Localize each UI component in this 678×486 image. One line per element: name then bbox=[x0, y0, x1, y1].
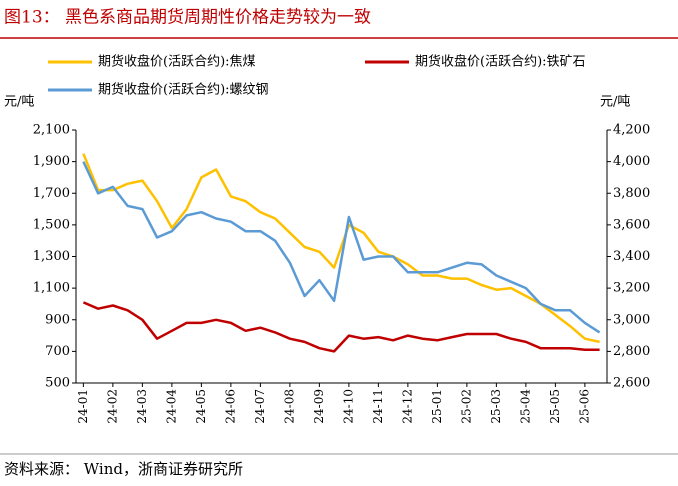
x-tick-label: 24-10 bbox=[341, 389, 355, 424]
legend-label: 期货收盘价(活跃合约):螺纹钢 bbox=[98, 82, 269, 98]
y2-tick-label: 3,200 bbox=[613, 281, 650, 296]
source: 资料来源： Wind，浙商证券研究所 bbox=[4, 460, 243, 478]
x-tick-label: 24-02 bbox=[105, 389, 119, 424]
legend-label: 期货收盘价(活跃合约):铁矿石 bbox=[415, 54, 586, 70]
series-line bbox=[82, 161, 601, 334]
y-unit: 元/吨 bbox=[4, 95, 34, 110]
y-tick-label: 1,300 bbox=[33, 249, 70, 264]
x-tick-label: 25-06 bbox=[577, 389, 591, 424]
y2-tick-label: 2,800 bbox=[613, 344, 650, 359]
x-tick-label: 24-07 bbox=[253, 389, 267, 424]
y2-tick-label: 4,000 bbox=[613, 154, 650, 169]
y2-tick-label: 3,000 bbox=[613, 312, 650, 327]
x-tick-label: 24-11 bbox=[371, 389, 385, 424]
y-tick-label: 700 bbox=[45, 344, 70, 359]
x-tick-label: 24-12 bbox=[400, 389, 414, 424]
legend-label: 期货收盘价(活跃合约):焦煤 bbox=[98, 54, 256, 70]
x-tick-label: 24-03 bbox=[135, 389, 149, 424]
chart-title: 图13： 黑色系商品期货周期性价格走势较为一致 bbox=[4, 8, 371, 28]
y2-tick-label: 3,600 bbox=[613, 217, 650, 232]
x-tick-label: 25-05 bbox=[548, 389, 562, 424]
y-tick-label: 1,900 bbox=[33, 154, 70, 169]
x-tick-label: 24-05 bbox=[194, 389, 208, 424]
y2-tick-label: 3,800 bbox=[613, 186, 650, 201]
series-line bbox=[82, 301, 600, 353]
x-tick-label: 25-02 bbox=[459, 389, 473, 424]
y-tick-label: 500 bbox=[45, 376, 70, 391]
y-tick-label: 1,500 bbox=[33, 217, 70, 232]
y-tick-label: 1,700 bbox=[33, 186, 70, 201]
x-tick-label: 25-01 bbox=[430, 389, 444, 424]
y-tick-label: 2,100 bbox=[33, 123, 70, 138]
y2-tick-label: 3,400 bbox=[613, 249, 650, 264]
series-line bbox=[82, 153, 600, 344]
y2-tick-label: 2,600 bbox=[613, 376, 650, 391]
x-tick-label: 24-04 bbox=[164, 389, 178, 424]
x-tick-label: 24-01 bbox=[76, 389, 90, 424]
x-tick-label: 24-09 bbox=[312, 389, 326, 424]
x-tick-label: 24-06 bbox=[223, 389, 237, 424]
y-tick-label: 900 bbox=[45, 312, 70, 327]
x-tick-label: 25-03 bbox=[489, 389, 503, 424]
y2-unit: 元/吨 bbox=[600, 95, 630, 110]
y-tick-label: 1,100 bbox=[33, 281, 70, 296]
x-tick-label: 25-04 bbox=[518, 389, 532, 424]
x-tick-label: 24-08 bbox=[282, 389, 296, 424]
y2-tick-label: 4,200 bbox=[613, 123, 650, 138]
